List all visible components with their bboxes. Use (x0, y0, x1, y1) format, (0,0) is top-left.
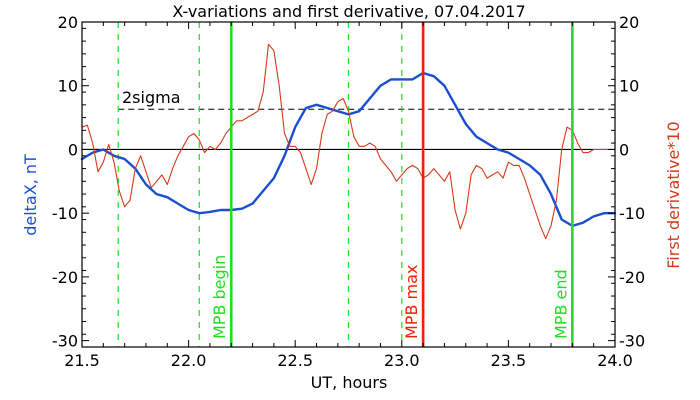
y-tick-label-right-0: 20 (619, 13, 639, 32)
y-tick-label-left-0: 20 (58, 13, 78, 32)
plot-frame (81, 21, 616, 348)
y-tick-label-left-3: -10 (52, 204, 78, 223)
y-tick-label-right-3: -10 (619, 204, 645, 223)
x-tick-label-5: 24.0 (597, 351, 633, 370)
marker-label-2: MPB max (402, 265, 421, 339)
y-tick-label-left-4: -20 (52, 268, 78, 287)
x-tick-label-3: 23.0 (384, 351, 420, 370)
x-tick-label-0: 21.5 (64, 351, 100, 370)
x-tick-label-2: 22.5 (277, 351, 313, 370)
marker-label-3: MPB end (551, 269, 570, 339)
series-line-derivative (81, 43, 616, 240)
tick-layer: 21.5 22.0 22.5 23.0 23.5 24.0 20 20 10 10 0 0 -10 -10… (52, 13, 645, 370)
y-axis-label-left: deltaX, nT (21, 154, 40, 236)
y-tick-label-right-5: -30 (619, 332, 645, 351)
y-tick-label-left-5: -30 (52, 332, 78, 351)
marker-layer: MPB begin MPB max MPB end (210, 22, 574, 347)
chart-title: X-variations and first derivative, 07.04… (172, 2, 525, 21)
x-tick-label-1: 22.0 (171, 351, 207, 370)
y-tick-label-left-2: 0 (68, 140, 78, 159)
x-tick-label-4: 23.5 (491, 351, 527, 370)
series-line-deltax (80, 71, 617, 228)
y-tick-label-right-1: 10 (619, 77, 639, 96)
reference-lines (82, 22, 615, 347)
y-tick-label-right-4: -20 (619, 268, 645, 287)
y-tick-label-right-2: 0 (619, 140, 629, 159)
y-tick-label-left-1: 10 (58, 77, 78, 96)
x-axis-label: UT, hours (311, 373, 388, 392)
marker-label-1: MPB begin (210, 255, 229, 339)
series-layer (80, 43, 617, 240)
threshold-label: 2sigma (122, 88, 181, 107)
y-axis-label-right: First derivative*10 (664, 121, 683, 268)
